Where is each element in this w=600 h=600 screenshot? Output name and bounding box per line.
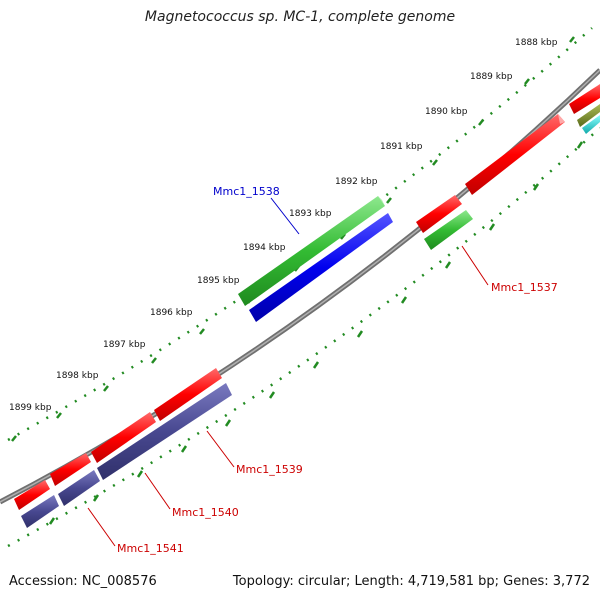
outer-ruler-major-ticks [11,36,575,442]
gene-feature-partial-red[interactable] [569,84,600,114]
gene-feature-green-1537[interactable] [424,210,473,250]
map-title: Magnetococcus sp. MC-1, complete genome [144,9,456,25]
leader-line-1540 [144,472,171,510]
gene-feature-green-1538[interactable] [238,196,385,306]
gene-feature-blue-1538[interactable] [249,213,393,322]
tick-label: 1895 kbp [197,276,240,286]
ruler-tick-labels: 1888 kbp 1889 kbp 1890 kbp 1891 kbp 1892… [9,38,558,413]
tick-label: 1891 kbp [380,142,423,152]
inner-ruler-major-ticks [48,141,584,525]
tick-label: 1892 kbp [335,177,378,187]
leader-line-1541 [87,507,116,547]
gene-feature-navy-1540[interactable] [58,470,100,506]
accession-text: Accession: NC_008576 [9,574,157,589]
gene-feature-red-1541b[interactable] [14,480,50,510]
tick-label: 1898 kbp [56,371,99,381]
tick-label: 1894 kbp [243,243,286,253]
tick-label: 1893 kbp [289,209,332,219]
outer-ruler-arc [7,27,593,442]
tick-label: 1889 kbp [470,72,513,82]
leader-line-1538 [270,197,300,235]
tick-label: 1890 kbp [425,107,468,117]
gene-label-mmc1-1541[interactable]: Mmc1_1541 [117,542,184,555]
genome-summary-text: Topology: circular; Length: 4,719,581 bp… [232,574,590,589]
gene-feature-partial-cyan[interactable] [582,115,600,134]
gene-label-mmc1-1537[interactable]: Mmc1_1537 [491,281,558,294]
gene-feature-red-1540[interactable] [91,412,156,463]
gene-feature-red-1539[interactable] [154,368,222,421]
gene-feature-red-1536[interactable] [465,114,565,195]
gene-label-mmc1-1540[interactable]: Mmc1_1540 [172,506,239,519]
leader-line-1539 [206,430,235,468]
gene-feature-partial-olive[interactable] [577,104,600,127]
inner-ruler-arc [7,127,600,548]
tick-label: 1897 kbp [103,340,146,350]
gene-feature-navy-1539[interactable] [97,383,232,480]
gene-feature-navy-1541[interactable] [21,495,59,528]
gene-feature-red-1537-cds[interactable] [416,195,462,233]
gene-feature-red-1541a[interactable] [50,453,91,486]
tick-label: 1896 kbp [150,308,193,318]
gene-label-mmc1-1539[interactable]: Mmc1_1539 [236,463,303,476]
tick-label: 1888 kbp [515,38,558,48]
tick-label: 1899 kbp [9,403,52,413]
leader-line-1537 [461,245,489,286]
gene-label-mmc1-1538[interactable]: Mmc1_1538 [213,185,280,198]
